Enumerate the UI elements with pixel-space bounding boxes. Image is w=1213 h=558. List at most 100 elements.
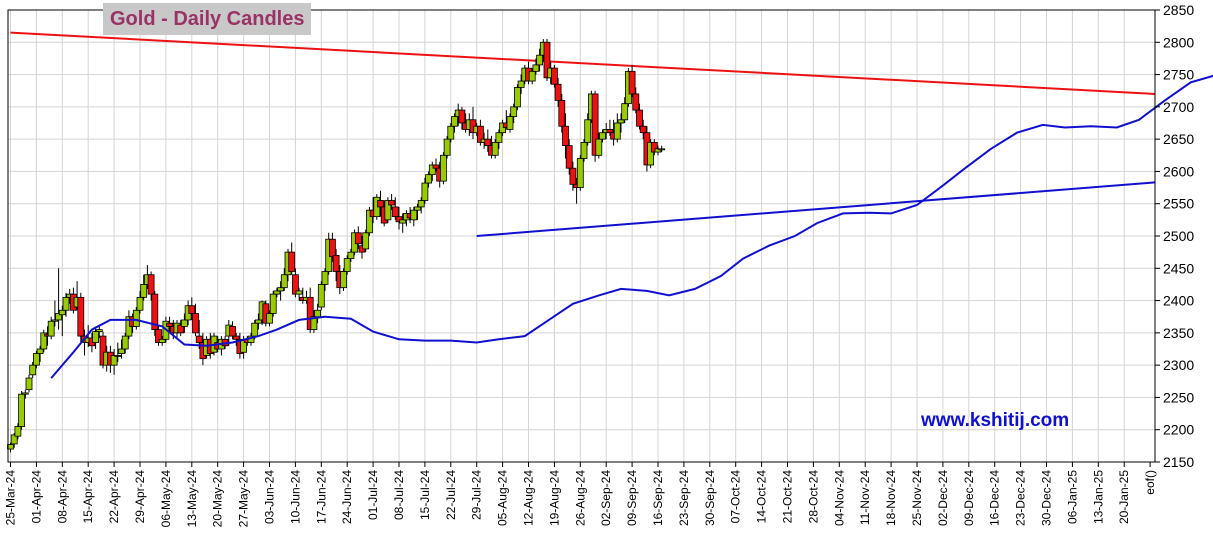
x-tick-label: 23-Sep-24	[677, 470, 691, 526]
candle	[36, 345, 44, 362]
candle-body	[562, 125, 569, 146]
candle-body	[29, 364, 37, 376]
candle-body	[432, 164, 440, 169]
candle	[476, 119, 484, 146]
candle-body	[18, 393, 26, 427]
candle	[110, 349, 118, 375]
candle	[543, 39, 551, 82]
candle-body	[484, 138, 492, 146]
candle	[47, 316, 55, 340]
candle-body	[543, 41, 551, 79]
candle	[536, 48, 543, 72]
resistance-line	[10, 31, 1156, 95]
candle	[158, 336, 166, 346]
x-tick-label: 28-Oct-24	[806, 470, 820, 524]
candle	[328, 232, 336, 262]
x-tick-label: 13-Jan-25	[1091, 470, 1105, 524]
x-tick-label: 10-Jun-24	[288, 470, 302, 524]
x-tick-label: 18-Nov-24	[884, 470, 898, 526]
x-tick-label: 08-Apr-24	[55, 470, 69, 524]
candle	[506, 113, 514, 133]
candle	[347, 248, 355, 262]
candle	[621, 97, 629, 123]
candle-body	[658, 148, 666, 151]
candle	[606, 119, 614, 136]
candle	[514, 84, 521, 111]
candle	[62, 292, 70, 317]
candle	[95, 325, 103, 339]
candle-body	[458, 109, 466, 124]
candle-body	[310, 316, 318, 331]
candle	[562, 113, 569, 159]
candle-body	[410, 209, 418, 221]
y-tick-label: 2450	[1163, 260, 1194, 276]
candle-body	[569, 167, 577, 185]
y-tick-label: 2650	[1163, 131, 1194, 147]
candle-body	[421, 182, 429, 201]
x-tick-label: 09-Sep-24	[625, 470, 639, 526]
y-tick-label: 2800	[1163, 34, 1194, 50]
candle-body	[136, 296, 144, 311]
candle	[310, 310, 318, 333]
y-tick-label: 2400	[1163, 293, 1194, 309]
candle	[421, 177, 429, 204]
candle-body	[536, 54, 543, 66]
candle	[317, 281, 325, 311]
candle	[21, 389, 29, 399]
candle-body	[291, 274, 299, 295]
candle-body	[551, 67, 558, 85]
x-tick-label: 21-Oct-24	[781, 470, 795, 524]
candle-body	[443, 138, 451, 156]
x-tick-label: 23-Dec-24	[1014, 470, 1028, 526]
candle	[447, 123, 455, 143]
x-tick-label: 16-Sep-24	[651, 470, 665, 526]
candle-body	[428, 164, 436, 176]
candle-body	[295, 290, 303, 295]
candle	[384, 197, 392, 224]
candle	[613, 113, 621, 143]
x-tick-label: 29-Apr-24	[133, 470, 147, 524]
candle-body	[99, 335, 107, 366]
candle	[425, 171, 433, 188]
candle-body	[554, 83, 562, 101]
candle	[428, 161, 436, 182]
candle	[532, 58, 540, 75]
axes: 2150 2200 2250 2300 2350 2400 2450 2500 2550 2600…	[4, 2, 1195, 527]
candle	[528, 68, 536, 85]
candle	[280, 268, 288, 291]
y-tick-label: 2300	[1163, 357, 1194, 373]
candle-body	[273, 290, 281, 295]
candle	[295, 287, 303, 301]
candle	[658, 145, 666, 153]
candle	[77, 292, 85, 343]
candle	[451, 113, 458, 133]
x-tick-label: 29-Jul-24	[470, 470, 484, 520]
candle	[469, 106, 477, 140]
candle	[180, 313, 188, 333]
candle-body	[114, 355, 122, 357]
x-tick-label: 22-Apr-24	[107, 470, 121, 524]
candle-body	[617, 119, 625, 124]
candle-body	[118, 348, 125, 354]
candle-body	[384, 200, 392, 221]
candle-body	[166, 322, 174, 327]
candle	[269, 290, 277, 317]
x-tick-label: 06-Jan-25	[1065, 470, 1079, 524]
candle	[495, 129, 503, 149]
candle	[25, 374, 33, 393]
candle-body	[391, 206, 399, 218]
candle	[584, 113, 592, 146]
watermark-link[interactable]: www.kshitij.com	[921, 410, 1070, 431]
x-tick-label: 26-Aug-24	[573, 470, 587, 526]
candle	[273, 287, 281, 298]
candle-body	[425, 174, 433, 184]
moving-average-line	[50, 74, 1213, 379]
candle	[321, 268, 329, 291]
candle-body	[621, 103, 629, 121]
candle	[10, 432, 18, 448]
candle	[166, 316, 174, 333]
candle	[14, 423, 22, 440]
candle-body	[188, 305, 196, 314]
candle-body	[395, 216, 403, 223]
candle-body	[517, 80, 525, 88]
